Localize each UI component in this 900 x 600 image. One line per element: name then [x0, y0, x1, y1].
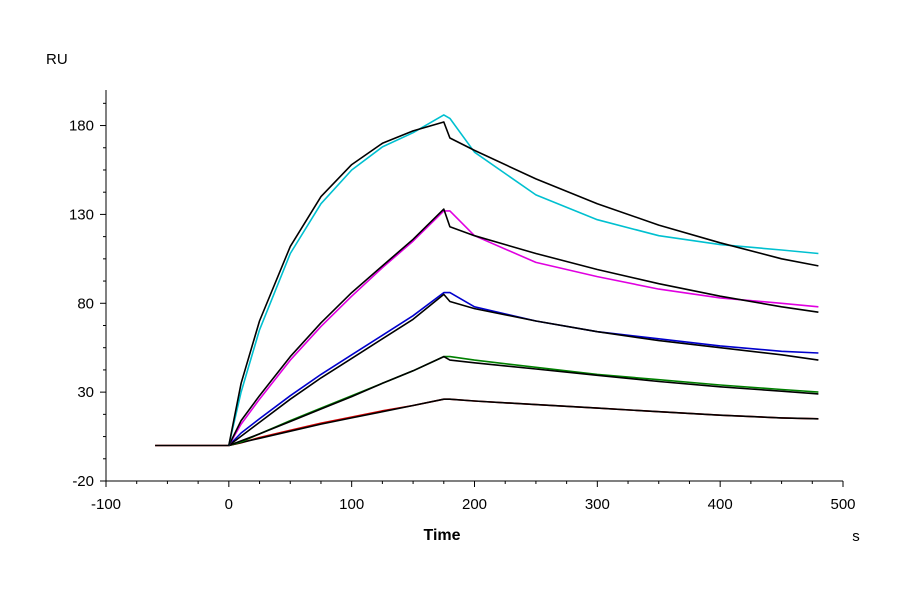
series-line-fit-7 [228, 208, 819, 446]
x-axis-label: Time [423, 527, 460, 544]
x-tick-label: 500 [830, 496, 855, 513]
y-tick-label: 80 [77, 295, 94, 312]
series-line-measured-4 [228, 291, 819, 447]
y-tick-label: -20 [72, 473, 94, 490]
series-line-fit-3 [228, 355, 819, 447]
y-tick-label: 180 [69, 118, 94, 135]
y-axis-label: RU [46, 51, 68, 68]
x-tick-label: 300 [585, 496, 610, 513]
series-line-fit-9 [228, 121, 819, 446]
x-tick-label: 100 [339, 496, 364, 513]
x-tick-label: 0 [225, 496, 233, 513]
series-line-fit-1 [155, 398, 819, 447]
series-line-measured-8 [228, 114, 819, 446]
y-ticks: -20 30 80 130 180 [69, 102, 106, 490]
series-line-measured-2 [228, 355, 819, 447]
x-ticks: -100 0 100 200 300 400 500 [91, 481, 856, 513]
x-tick-label: 400 [708, 496, 733, 513]
y-tick-label: 130 [69, 206, 94, 223]
x-tick-label: 200 [462, 496, 487, 513]
x-tick-label: -100 [91, 496, 121, 513]
axes: -100 0 100 200 300 400 500 -20 30 80 130 180 [69, 90, 856, 513]
y-tick-label: 30 [77, 384, 94, 401]
x-axis-unit: s [852, 528, 860, 545]
series-line-fit-5 [228, 293, 819, 447]
plot-lines [155, 114, 819, 447]
